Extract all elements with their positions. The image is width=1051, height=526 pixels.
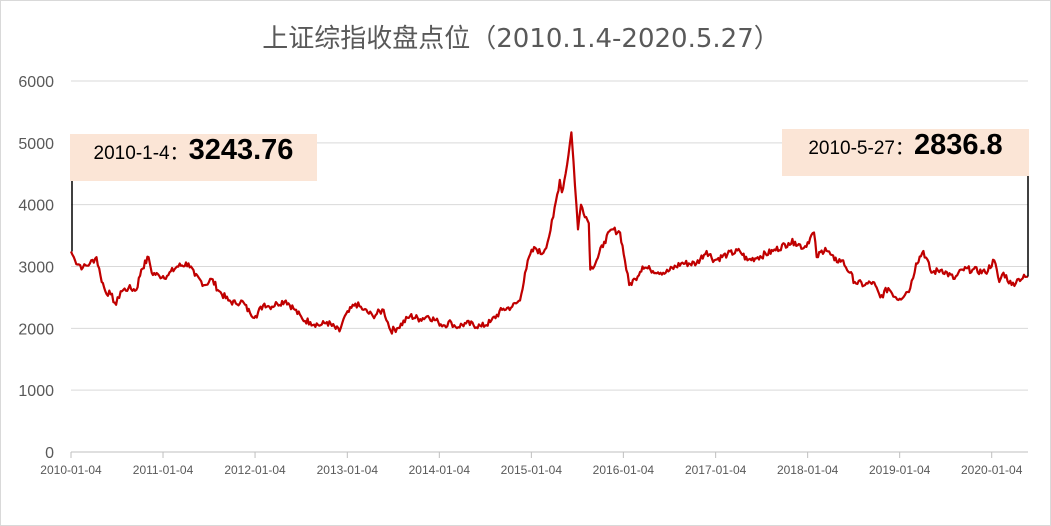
- x-tick-label: 2013-01-04: [317, 463, 379, 477]
- end-date-label: 2010-5-27：: [808, 138, 914, 159]
- y-tick-label: 4000: [18, 198, 54, 215]
- y-tick-label: 5000: [18, 136, 54, 153]
- series-line: [69, 131, 1029, 335]
- x-tick-label: 2019-01-04: [869, 463, 931, 477]
- chart-title: 上证综指收盘点位（2010.1.4-2020.5.27）: [262, 24, 780, 54]
- start-value: 3243.76: [188, 134, 294, 166]
- x-tick-label: 2014-01-04: [409, 463, 471, 477]
- x-tick-label: 2016-01-04: [593, 463, 655, 477]
- end-value-callout: 2010-5-27： 2836.8: [782, 129, 1029, 176]
- y-axis-ticks: 0 1000 2000 3000 4000 5000 6000: [18, 74, 54, 462]
- series-group: [69, 131, 1029, 335]
- end-value: 2836.8: [913, 129, 1003, 161]
- y-tick-label: 6000: [18, 74, 54, 91]
- endpoint-markers: [71, 176, 1029, 277]
- y-tick-label: 1000: [18, 383, 54, 400]
- x-tick-label: 2020-01-04: [961, 463, 1023, 477]
- y-tick-label: 3000: [18, 260, 54, 277]
- y-tick-label: 2000: [18, 321, 54, 338]
- start-date-label: 2010-1-4：: [93, 143, 189, 164]
- x-tick-label: 2018-01-04: [777, 463, 839, 477]
- x-tick-label: 2011-01-04: [133, 463, 194, 477]
- start-value-callout: 2010-1-4： 3243.76: [70, 134, 317, 181]
- x-tick-label: 2010-01-04: [40, 463, 102, 477]
- y-tick-label: 0: [45, 445, 54, 462]
- x-tick-label: 2017-01-04: [685, 463, 747, 477]
- x-axis-ticks: 2010-01-04 2011-01-04 2012-01-04 2013-01-04…: [40, 452, 1023, 477]
- x-tick-label: 2012-01-04: [224, 463, 286, 477]
- x-tick-label: 2015-01-04: [501, 463, 563, 477]
